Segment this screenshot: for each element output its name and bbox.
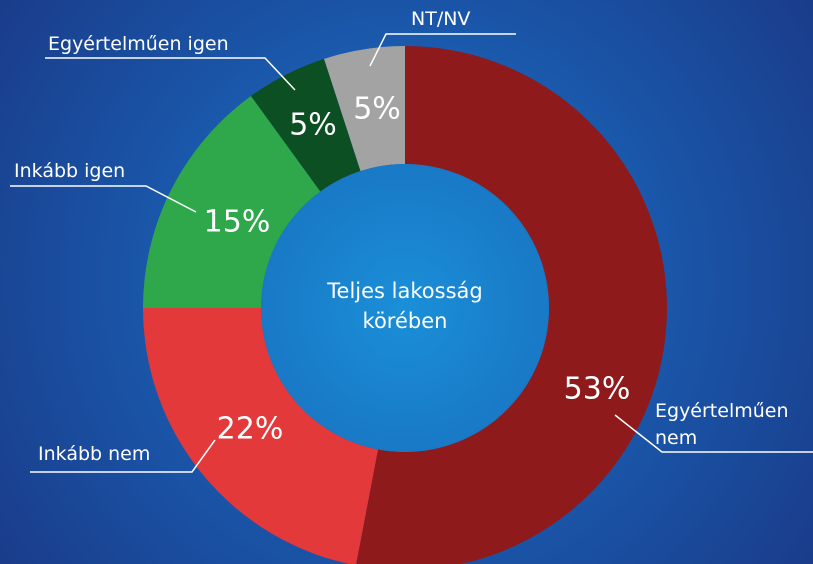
category-label: NT/NV [411, 8, 471, 30]
category-label: Egyértelműen nem [655, 400, 789, 449]
category-label: Egyértelműen igen [48, 33, 229, 55]
value-label: 53% [564, 372, 631, 407]
value-label: 15% [204, 205, 271, 240]
center-text: Teljes lakosság körében [305, 276, 505, 336]
donut-slice [251, 58, 361, 192]
category-label: Inkább nem [38, 443, 151, 465]
donut-slice [356, 46, 667, 564]
donut-slice [324, 46, 405, 172]
value-label: 5% [289, 108, 337, 143]
category-label: Inkább igen [14, 160, 126, 182]
value-label: 22% [217, 412, 284, 447]
leader-line [10, 185, 197, 213]
leader-line [614, 414, 813, 453]
leader-line [30, 439, 216, 473]
center-line: körében [362, 309, 448, 333]
donut-slice [143, 96, 321, 309]
donut-hole [261, 164, 549, 452]
leader-line [369, 33, 516, 67]
leader-line [45, 57, 296, 91]
center-line: Teljes lakosság [327, 279, 483, 303]
donut-slice [143, 308, 379, 564]
value-label: 5% [353, 92, 401, 127]
